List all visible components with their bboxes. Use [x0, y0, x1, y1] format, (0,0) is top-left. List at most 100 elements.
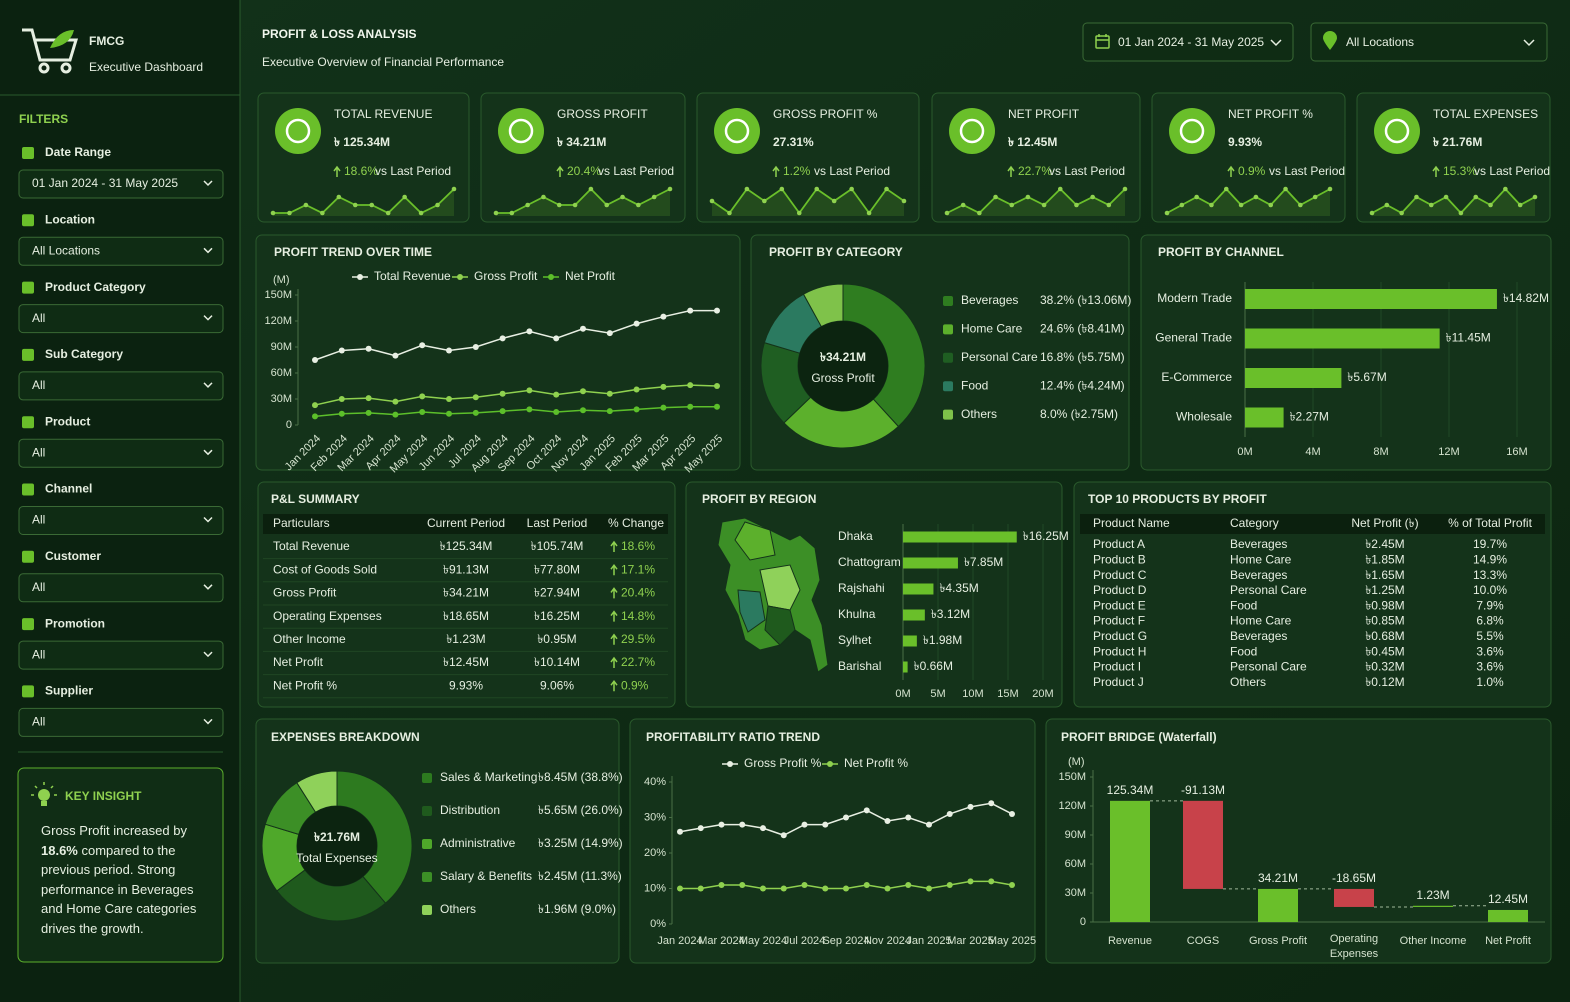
card [1045, 718, 1552, 964]
x-tick-label: Nov 2024 [864, 935, 911, 947]
y-tick-label: 30% [644, 811, 666, 823]
category-label: Dhaka [838, 529, 873, 543]
series-point [714, 383, 720, 389]
table-cell: 22.7% [621, 655, 655, 669]
series-point [660, 313, 667, 320]
date-dropdown[interactable] [1082, 22, 1294, 62]
series-point [472, 409, 479, 416]
legend-marker [727, 761, 733, 767]
brand-subtitle: Executive Dashboard [89, 60, 203, 74]
waterfall-bar [1258, 888, 1298, 922]
series-point [697, 885, 704, 892]
sparkline-point [620, 194, 625, 200]
legend-label: Food [961, 378, 988, 392]
filter-dropdown[interactable] [18, 169, 224, 199]
table-cell: 20.4% [621, 586, 655, 600]
filter-dropdown[interactable] [18, 438, 224, 468]
donut-hole [798, 321, 888, 411]
table-cell: 6.8% [1476, 614, 1504, 628]
table-cell: Food [1230, 644, 1257, 658]
series-point [780, 885, 787, 892]
filter-dropdown[interactable] [18, 371, 224, 401]
sparkline-point [451, 186, 457, 192]
series-point [633, 406, 640, 413]
sparkline-point [709, 198, 715, 204]
bar [903, 583, 934, 595]
table-cell: Product G [1093, 629, 1147, 643]
filter-icon [22, 685, 34, 698]
bar [903, 661, 908, 673]
table-cell: ৳77.80M [534, 562, 580, 576]
table-cell: 10.0% [1473, 583, 1507, 597]
filter-label: Product [45, 414, 90, 428]
filter-dropdown[interactable] [18, 640, 224, 670]
legend-swatch [422, 905, 432, 915]
category-label: Wholesale [1176, 410, 1232, 424]
series-point [365, 345, 372, 352]
sparkline-point [270, 210, 276, 216]
sparkline-point [1194, 194, 1199, 200]
table-cell: Home Care [1230, 614, 1292, 628]
kpi-icon [275, 108, 321, 154]
table-cell: 3.6% [1476, 660, 1504, 674]
bar [903, 635, 917, 647]
series-point [905, 814, 912, 821]
filter-dropdown[interactable] [18, 236, 224, 266]
table-cell: ৳125.34M [440, 539, 493, 553]
legend-swatch [422, 872, 432, 882]
filter-value: All [32, 311, 45, 325]
waterfall-bar [1334, 888, 1374, 907]
table-cell: ৳0.95M [537, 632, 576, 646]
legend-marker [827, 761, 833, 767]
filter-dropdown[interactable] [18, 573, 224, 603]
value-label: 12.45M [1488, 892, 1528, 906]
legend-swatch [422, 773, 432, 783]
series-point [338, 410, 345, 417]
column-header: % of Total Profit [1448, 516, 1532, 530]
series-point [553, 391, 560, 398]
insight-part: Gross Profit increased by [41, 823, 187, 838]
bar [903, 531, 1017, 543]
table-cell: Product I [1093, 660, 1141, 674]
filter-dropdown[interactable] [18, 506, 224, 535]
value-label: ৳2.27M [1290, 410, 1329, 424]
sparkline-point [993, 194, 998, 200]
filter-dropdown[interactable] [18, 304, 224, 334]
series-point [822, 821, 829, 828]
table-cell: ৳1.25M [1365, 583, 1404, 597]
sparkline-point [402, 194, 407, 200]
y-tick-label: 30M [271, 393, 292, 405]
legend-swatch [422, 806, 432, 816]
card-title: P&L SUMMARY [271, 492, 360, 506]
table-cell: Food [1230, 598, 1257, 612]
up-arrow [1432, 165, 1440, 177]
legend-swatch [422, 839, 432, 849]
filter-icon [22, 416, 34, 429]
sparkline-point [435, 202, 440, 208]
date-range-value: 01 Jan 2024 - 31 May 2025 [1118, 35, 1264, 49]
column-header: % Change [608, 516, 664, 530]
filter-value: All [32, 513, 45, 527]
y-tick-label: 90M [1065, 829, 1086, 841]
table-cell: 3.6% [1476, 644, 1504, 658]
series-point [365, 409, 372, 416]
legend-label: Home Care [961, 322, 1023, 336]
filter-dropdown[interactable] [18, 707, 224, 737]
filter-value: All [32, 647, 45, 661]
filter-value: All [32, 445, 45, 459]
table-cell: Personal Care [1230, 583, 1307, 597]
sparkline-point [588, 186, 594, 192]
bar [1245, 368, 1342, 388]
table-cell: ৳12.45M [443, 655, 489, 669]
page-title: PROFIT & LOSS ANALYSIS [262, 27, 416, 41]
series-point [677, 885, 683, 892]
filters-heading: FILTERS [19, 112, 68, 126]
series-point [660, 383, 667, 390]
series-point [863, 881, 870, 888]
series-point [760, 825, 766, 832]
series-point [419, 409, 426, 415]
x-tick-label: Mar 2025 [947, 935, 993, 947]
x-tick-label: 5M [930, 688, 945, 700]
table-cell: ৳34.21M [443, 586, 489, 600]
location-dropdown[interactable] [1310, 22, 1548, 62]
